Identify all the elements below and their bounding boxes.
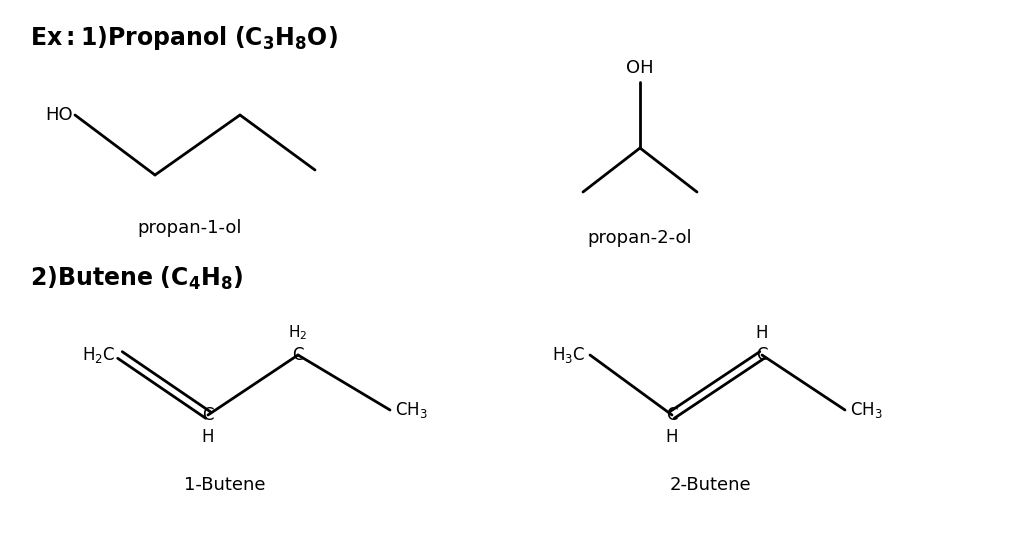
Text: H$_2$C: H$_2$C	[82, 345, 115, 365]
Text: propan-1-ol: propan-1-ol	[138, 219, 243, 237]
Text: C: C	[292, 346, 304, 364]
Text: $\bf{Ex: 1) Propanol\ (C_3H_8O)}$: $\bf{Ex: 1) Propanol\ (C_3H_8O)}$	[30, 24, 338, 52]
Text: 1-Butene: 1-Butene	[184, 476, 266, 494]
Text: CH$_3$: CH$_3$	[850, 400, 883, 420]
Text: C: C	[203, 406, 214, 424]
Text: C: C	[667, 406, 678, 424]
Text: CH$_3$: CH$_3$	[395, 400, 428, 420]
Text: H$_2$: H$_2$	[289, 324, 307, 342]
Text: H: H	[202, 428, 214, 446]
Text: HO: HO	[45, 106, 73, 124]
Text: 2-Butene: 2-Butene	[670, 476, 751, 494]
Text: H$_3$C: H$_3$C	[552, 345, 585, 365]
Text: C: C	[757, 346, 768, 364]
Text: OH: OH	[627, 59, 653, 77]
Text: H: H	[756, 324, 768, 342]
Text: propan-2-ol: propan-2-ol	[588, 229, 692, 247]
Text: H: H	[666, 428, 678, 446]
Text: $\bf{2) Butene\ (C_4H_8)}$: $\bf{2) Butene\ (C_4H_8)}$	[30, 264, 244, 292]
